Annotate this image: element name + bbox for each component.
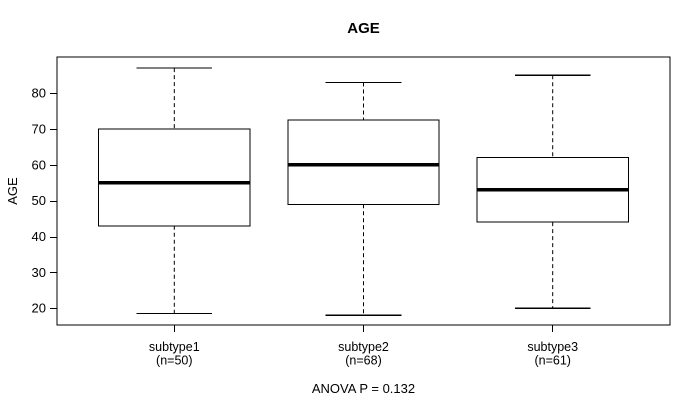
x-group-n-label: (n=50) bbox=[156, 354, 192, 368]
y-tick-label: 40 bbox=[32, 229, 46, 244]
y-tick-label: 60 bbox=[32, 157, 46, 172]
y-tick-label: 30 bbox=[32, 265, 46, 280]
x-group-n-label: (n=61) bbox=[534, 354, 570, 368]
y-axis-title: AGE bbox=[5, 177, 20, 205]
x-group-label: subtype3 bbox=[527, 340, 578, 354]
x-group-n-label: (n=68) bbox=[345, 354, 381, 368]
y-tick-label: 70 bbox=[32, 122, 46, 137]
y-tick-label: 50 bbox=[32, 193, 46, 208]
y-tick-label: 80 bbox=[32, 86, 46, 101]
iqr-box bbox=[98, 128, 251, 227]
iqr-box bbox=[287, 119, 440, 205]
y-tick-label: 20 bbox=[32, 301, 46, 316]
chart-title: AGE bbox=[347, 20, 380, 37]
plot-area: 20304050607080subtype1(n=50)subtype2(n=6… bbox=[32, 56, 671, 368]
anova-annotation: ANOVA P = 0.132 bbox=[312, 381, 415, 396]
x-group-label: subtype2 bbox=[338, 340, 389, 354]
x-group-label: subtype1 bbox=[149, 340, 200, 354]
